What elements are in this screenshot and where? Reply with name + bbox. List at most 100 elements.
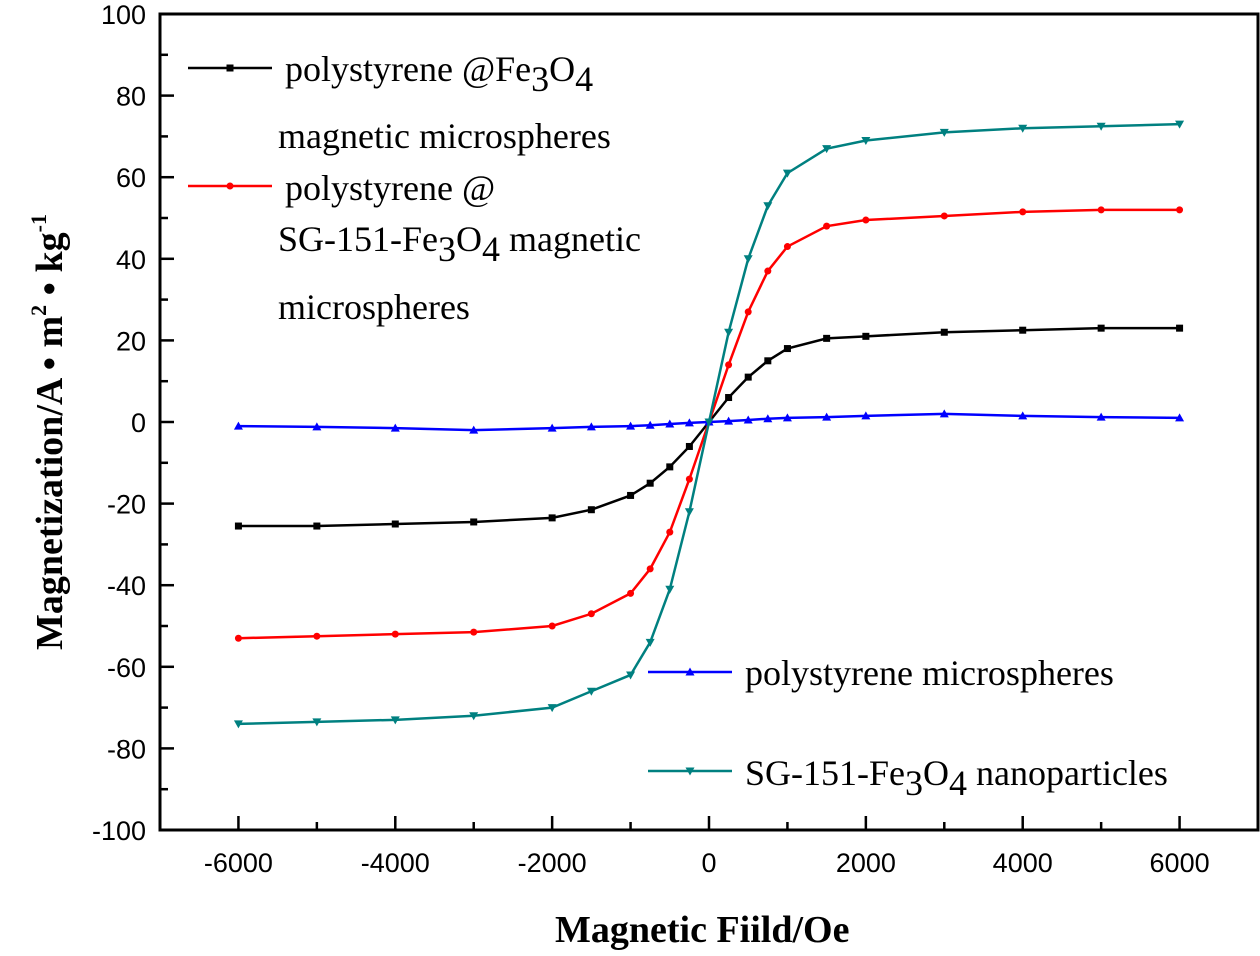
legend-marker-1 — [226, 64, 234, 72]
data-point — [587, 506, 595, 514]
legend-label-2-line2: SG-151-Fe3O4 magnetic — [278, 219, 641, 269]
data-point — [234, 522, 242, 530]
data-point — [1097, 324, 1105, 332]
data-point — [1018, 124, 1028, 133]
data-point — [724, 328, 734, 337]
legend-label-1: polystyrene @Fe3O4 — [285, 49, 594, 99]
data-point — [391, 630, 399, 638]
data-point — [1096, 122, 1106, 131]
y-tick-label: 40 — [116, 245, 146, 275]
data-point — [684, 418, 694, 427]
data-point — [823, 222, 831, 230]
data-point — [587, 610, 595, 618]
data-point — [724, 416, 734, 425]
data-point — [861, 136, 871, 145]
data-point — [1175, 120, 1185, 129]
data-point — [725, 394, 733, 402]
data-point — [548, 622, 556, 630]
x-tick-label: 0 — [701, 848, 716, 878]
data-point — [1097, 206, 1105, 214]
data-point — [626, 671, 636, 680]
x-tick-label: 6000 — [1150, 848, 1210, 878]
data-point — [782, 413, 792, 422]
data-point — [627, 491, 635, 499]
data-point — [626, 421, 636, 430]
y-tick-label: -80 — [107, 734, 146, 764]
y-tick-label: -20 — [107, 490, 146, 520]
data-point — [469, 712, 479, 721]
data-point — [1175, 413, 1185, 422]
legend-label-4: SG-151-Fe3O4 nanoparticles — [745, 753, 1168, 803]
legend-marker-3 — [685, 667, 695, 676]
y-tick-label: 100 — [101, 0, 146, 30]
x-tick-label: -2000 — [518, 848, 587, 878]
data-point — [763, 202, 773, 211]
data-point — [470, 518, 478, 526]
data-point — [666, 528, 674, 536]
legend-label-2-line3: microspheres — [278, 287, 470, 327]
y-tick-label: -60 — [107, 653, 146, 683]
data-point — [939, 409, 949, 418]
data-point — [646, 479, 654, 487]
data-point — [645, 420, 655, 429]
data-point — [783, 243, 791, 251]
data-point — [312, 422, 322, 431]
data-point — [940, 212, 948, 220]
legend-label-1-line2: magnetic microspheres — [278, 116, 611, 156]
data-point — [1019, 326, 1027, 334]
data-point — [665, 419, 675, 428]
data-point — [764, 267, 772, 275]
data-point — [763, 414, 773, 423]
data-point — [685, 475, 693, 483]
data-point — [469, 425, 479, 434]
data-point — [743, 255, 753, 264]
x-tick-label: 2000 — [836, 848, 896, 878]
data-point — [861, 411, 871, 420]
data-point — [391, 520, 399, 528]
y-tick-label: -40 — [107, 571, 146, 601]
data-point — [744, 373, 752, 381]
data-point — [1176, 206, 1184, 214]
data-point — [646, 565, 654, 573]
y-tick-label: 80 — [116, 82, 146, 112]
data-point — [764, 357, 772, 365]
data-point — [743, 415, 753, 424]
y-tick-label: -100 — [92, 816, 146, 846]
y-tick-label: 60 — [116, 163, 146, 193]
data-point — [725, 361, 733, 369]
data-point — [586, 422, 596, 431]
data-point — [1018, 411, 1028, 420]
x-tick-label: -4000 — [361, 848, 430, 878]
data-point — [665, 585, 675, 594]
data-point — [744, 308, 752, 316]
data-point — [313, 632, 321, 640]
legend-marker-4 — [685, 767, 695, 776]
data-point — [782, 169, 792, 178]
data-point — [1019, 208, 1027, 216]
data-point — [822, 412, 832, 421]
legend-label-2: polystyrene @ — [285, 168, 496, 208]
data-point — [862, 332, 870, 340]
y-axis-label: Magnetization/A • m2 • kg-1 — [26, 214, 71, 650]
data-point — [1176, 324, 1184, 332]
data-point — [390, 423, 400, 432]
data-point — [313, 522, 321, 530]
x-tick-label: 4000 — [993, 848, 1053, 878]
data-point — [548, 514, 556, 522]
y-tick-label: 20 — [116, 326, 146, 356]
data-point — [685, 442, 693, 450]
data-point — [586, 687, 596, 696]
y-tick-label: 0 — [131, 408, 146, 438]
data-point — [940, 328, 948, 336]
x-tick-label: -6000 — [204, 848, 273, 878]
data-point — [783, 345, 791, 353]
data-point — [939, 128, 949, 137]
data-point — [645, 638, 655, 647]
data-point — [470, 628, 478, 636]
data-point — [704, 418, 714, 427]
data-point — [862, 216, 870, 224]
data-point — [312, 718, 322, 727]
data-point — [233, 720, 243, 729]
